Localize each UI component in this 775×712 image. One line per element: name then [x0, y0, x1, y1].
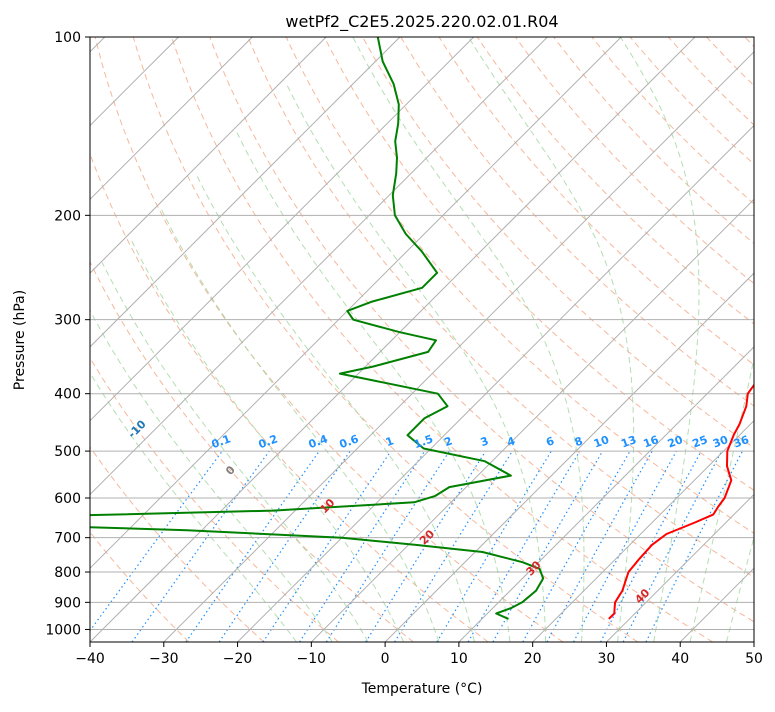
moist-adiabat-line [78, 288, 332, 642]
x-tick-label: 0 [381, 651, 390, 667]
mixing-ratio-label: 20 [666, 433, 685, 451]
dry-adiabat-line [0, 37, 264, 642]
isotherm-line [606, 37, 775, 642]
y-tick-label: 500 [54, 444, 81, 460]
x-tick-label: 30 [598, 651, 616, 667]
dewpoint-profile-line [1, 37, 543, 619]
dry-adiabat-line [57, 37, 488, 642]
dry-adiabat-line [439, 37, 775, 642]
x-axis-label: Temperature (°C) [361, 681, 483, 697]
mixing-ratio-label: 4 [505, 434, 517, 449]
y-tick-label: 100 [54, 30, 81, 46]
theta-label: 30 [524, 558, 544, 578]
dry-adiabat-line [172, 37, 713, 642]
isotherm-line [0, 37, 326, 642]
isotherm-line [16, 37, 621, 642]
temperature-profile-line [609, 37, 775, 619]
isotherm-line [90, 37, 695, 642]
mixing-ratio-label: 25 [691, 433, 710, 450]
moist-adiabat-line [161, 209, 439, 642]
y-tick-label: 800 [54, 565, 81, 581]
moist-adiabat-line [727, 37, 775, 642]
y-axis-label: Pressure (hPa) [12, 290, 28, 390]
mixing-ratio-label: 0.4 [307, 432, 330, 451]
dry-adiabat-line [0, 37, 339, 642]
isotherm-line [0, 37, 547, 642]
x-tick-label: 10 [450, 651, 468, 667]
y-tick-label: 600 [54, 491, 81, 507]
mixing-ratio-line [263, 451, 391, 642]
isotherm-line [0, 37, 252, 642]
mixing-ratio-label: 10 [592, 433, 611, 451]
theta-label: 20 [417, 527, 437, 547]
x-tick-label: 50 [745, 651, 763, 667]
x-tick-label: 40 [671, 651, 689, 667]
isotherm-line [533, 37, 775, 642]
isotherm-line [0, 37, 400, 642]
mixing-ratio-line [219, 451, 350, 642]
mixing-ratio-label: 6 [544, 434, 556, 449]
mixing-ratio-line [300, 451, 425, 642]
mixing-ratio-label: 13 [619, 433, 638, 450]
mixing-ratio-label: 2 [442, 434, 454, 449]
y-tick-label: 400 [54, 387, 81, 403]
dry-adiabat-line [0, 37, 189, 642]
mixing-ratio-label: 1 [384, 434, 396, 449]
mixing-ratio-line [132, 451, 269, 642]
dry-adiabat-line [554, 37, 775, 642]
mixing-ratio-line [574, 451, 677, 642]
mixing-ratio-label: 16 [642, 433, 661, 451]
isotherm-line [754, 37, 775, 642]
x-tick-label: −20 [223, 651, 253, 667]
dry-adiabat-line [707, 37, 775, 642]
dry-adiabat-line [19, 37, 414, 642]
mixing-ratio-line [82, 451, 223, 642]
mixing-ratio-line [547, 451, 652, 642]
mixing-ratio-label: 8 [573, 434, 585, 449]
isotherm-line [680, 37, 775, 642]
dry-adiabat-line [133, 37, 638, 642]
y-tick-label: 200 [54, 208, 81, 224]
theta-label: -10 [125, 417, 148, 440]
moist-adiabat-line [690, 37, 775, 642]
mixing-ratio-label: 36 [732, 433, 751, 451]
mixing-ratio-label: 0.1 [210, 432, 233, 451]
y-tick-label: 1000 [45, 622, 81, 638]
dry-adiabat-line [630, 37, 775, 642]
isotherm-line [311, 37, 775, 642]
x-tick-label: −40 [75, 651, 105, 667]
mixing-ratio-line [395, 451, 513, 642]
y-tick-label: 700 [54, 531, 81, 547]
y-tick-label: 300 [54, 313, 81, 329]
isotherm-line [459, 37, 775, 642]
dry-adiabat-line [592, 37, 775, 642]
x-tick-label: 20 [524, 651, 542, 667]
mixing-ratio-label: 3 [479, 434, 491, 449]
chart-title: wetPf2_C2E5.2025.220.02.01.R04 [285, 12, 558, 32]
moist-adiabat-line [469, 37, 634, 642]
x-tick-label: −10 [297, 651, 327, 667]
dry-adiabat-line [668, 37, 775, 642]
x-tick-label: −30 [149, 651, 179, 667]
dry-adiabat-line [745, 37, 775, 642]
y-tick-label: 900 [54, 595, 81, 611]
